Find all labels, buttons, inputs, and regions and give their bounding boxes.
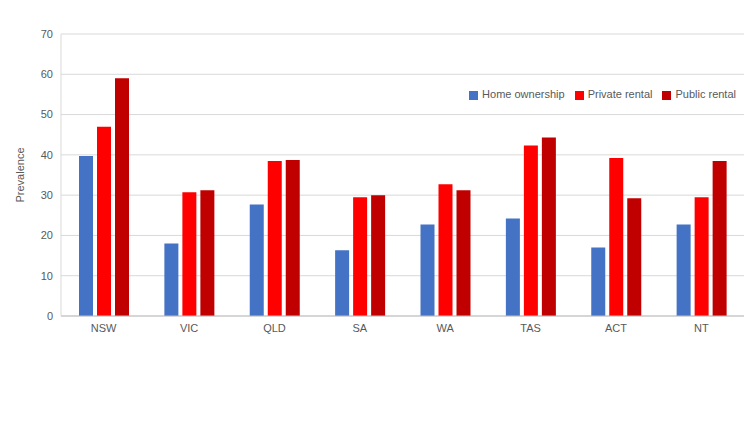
svg-text:10: 10 <box>41 270 53 282</box>
svg-text:20: 20 <box>41 229 53 241</box>
svg-text:QLD: QLD <box>263 322 286 334</box>
svg-text:0: 0 <box>47 310 53 322</box>
svg-text:60: 60 <box>41 68 53 80</box>
svg-text:ACT: ACT <box>605 322 627 334</box>
svg-text:50: 50 <box>41 108 53 120</box>
svg-text:WA: WA <box>437 322 455 334</box>
svg-text:NT: NT <box>694 322 709 334</box>
svg-text:SA: SA <box>352 322 367 334</box>
svg-text:70: 70 <box>41 28 53 40</box>
html-text:Private rental: Private rental <box>587 88 653 100</box>
svg-text:NSW: NSW <box>91 322 117 334</box>
svg-text:VIC: VIC <box>180 322 198 334</box>
svg-text:Prevalence: Prevalence <box>14 147 26 202</box>
svg-text:40: 40 <box>41 149 53 161</box>
svg-text:TAS: TAS <box>520 322 541 334</box>
svg-text:30: 30 <box>41 189 53 201</box>
html-text:Public rental: Public rental <box>675 88 736 100</box>
html-text:Home ownership: Home ownership <box>482 88 565 100</box>
